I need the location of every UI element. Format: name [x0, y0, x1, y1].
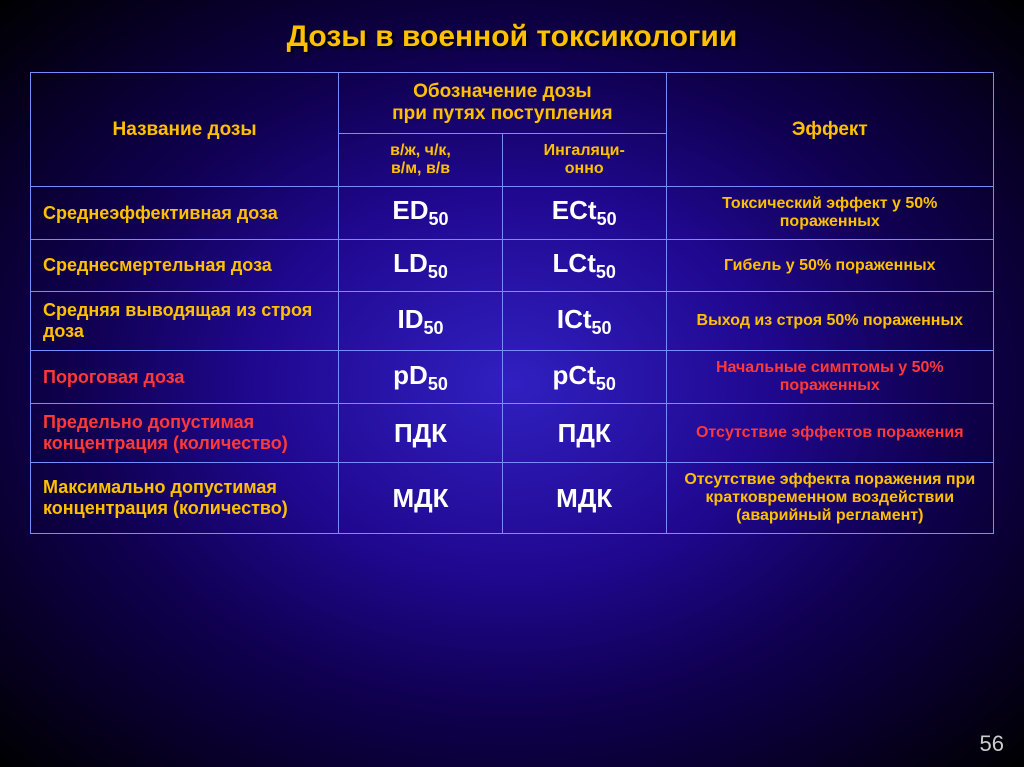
hdr-route1: в/ж, ч/к, в/м, в/в — [339, 134, 503, 187]
dose-effect: Гибель у 50% пораженных — [666, 240, 993, 292]
table-row: Предельно допустимая концентрация (колич… — [31, 404, 994, 463]
dose-effect: Начальные симптомы у 50% пораженных — [666, 351, 993, 404]
hdr-route2: Ингаляци- онно — [502, 134, 666, 187]
dose-symbol-2: МДК — [502, 463, 666, 534]
page-number: 56 — [980, 731, 1004, 757]
dose-effect: Токсический эффект у 50% пораженных — [666, 187, 993, 240]
hdr-designation: Обозначение дозы при путях поступления — [339, 73, 666, 134]
dose-name: Среднеэффективная доза — [31, 187, 339, 240]
dose-effect: Отсутствие эффекта поражения при кратков… — [666, 463, 993, 534]
table-row: Среднесмертельная дозаLD50LCt50Гибель у … — [31, 240, 994, 292]
hdr-route2-l1: Ингаляци- — [513, 142, 656, 160]
hdr-designation-l1: Обозначение дозы — [349, 81, 655, 103]
dose-symbol-2: LCt50 — [502, 240, 666, 292]
dose-symbol-2: ICt50 — [502, 292, 666, 351]
dose-symbol-2: pCt50 — [502, 351, 666, 404]
hdr-route2-l2: онно — [513, 160, 656, 178]
table-row: Пороговая дозаpD50pCt50Начальные симптом… — [31, 351, 994, 404]
dose-symbol-2: ECt50 — [502, 187, 666, 240]
hdr-route1-l2: в/м, в/в — [349, 160, 492, 178]
hdr-route1-l1: в/ж, ч/к, — [349, 142, 492, 160]
dose-name: Предельно допустимая концентрация (колич… — [31, 404, 339, 463]
dose-symbol-1: ПДК — [339, 404, 503, 463]
header-row-1: Название дозы Обозначение дозы при путях… — [31, 73, 994, 134]
dose-symbol-1: ID50 — [339, 292, 503, 351]
table-row: Среднеэффективная дозаED50ECt50Токсическ… — [31, 187, 994, 240]
hdr-name: Название дозы — [31, 73, 339, 187]
dose-name: Пороговая доза — [31, 351, 339, 404]
dose-symbol-1: pD50 — [339, 351, 503, 404]
hdr-effect: Эффект — [666, 73, 993, 187]
dose-effect: Выход из строя 50% пораженных — [666, 292, 993, 351]
dose-name: Средняя выводящая из строя доза — [31, 292, 339, 351]
hdr-designation-l2: при путях поступления — [349, 103, 655, 125]
dose-symbol-1: МДК — [339, 463, 503, 534]
dose-name: Максимально допустимая концентрация (кол… — [31, 463, 339, 534]
table-row: Максимально допустимая концентрация (кол… — [31, 463, 994, 534]
dose-symbol-1: ED50 — [339, 187, 503, 240]
dose-symbol-1: LD50 — [339, 240, 503, 292]
dose-symbol-2: ПДК — [502, 404, 666, 463]
table-row: Средняя выводящая из строя дозаID50ICt50… — [31, 292, 994, 351]
dose-name: Среднесмертельная доза — [31, 240, 339, 292]
dose-table: Название дозы Обозначение дозы при путях… — [30, 72, 994, 534]
dose-effect: Отсутствие эффектов поражения — [666, 404, 993, 463]
slide: Дозы в военной токсикологии Название доз… — [0, 0, 1024, 767]
slide-title: Дозы в военной токсикологии — [30, 20, 994, 54]
